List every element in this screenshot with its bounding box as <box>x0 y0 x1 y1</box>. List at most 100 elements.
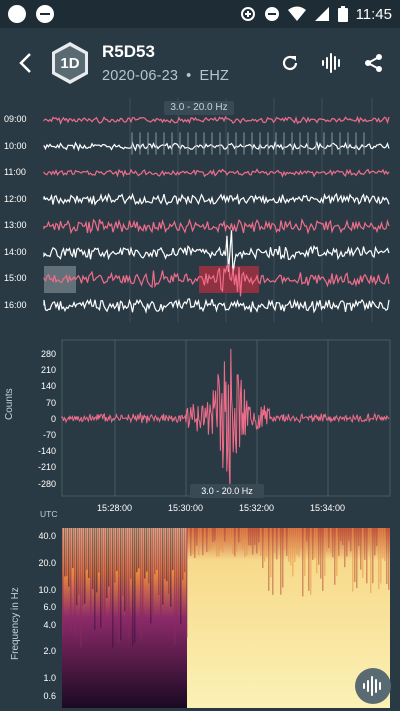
spectrogram-column <box>208 528 210 552</box>
helicorder-trace <box>43 218 390 235</box>
spectrogram-column <box>364 528 366 560</box>
spectrogram-column <box>156 528 158 570</box>
spectrogram-column <box>112 528 114 648</box>
spectrogram-column <box>244 528 246 558</box>
share-icon <box>365 54 382 72</box>
spectrogram-column <box>246 528 248 556</box>
spectrogram-column <box>212 528 214 543</box>
spectrogram-column <box>158 528 160 596</box>
helicorder-time-label: 12:00 <box>4 193 27 204</box>
spectrogram-column <box>368 528 370 541</box>
spectrogram-column <box>116 528 118 572</box>
helicorder-time-label: 16:00 <box>4 299 27 310</box>
frequency-tick-label: 2.0 <box>43 646 56 656</box>
spectrogram-column <box>74 528 76 636</box>
spectrogram-column <box>230 528 232 545</box>
spectrogram-column <box>120 528 122 641</box>
waveform-fab[interactable] <box>355 668 391 704</box>
spectrogram-column <box>270 528 272 578</box>
wifi-icon <box>287 6 306 21</box>
spectrogram-column <box>88 528 90 578</box>
waveform-icon <box>363 676 381 696</box>
app-bar: 1D R5D53 2020-06-23 • EHZ <box>0 28 400 98</box>
spectrogram-column <box>166 528 168 582</box>
share-button[interactable] <box>362 51 386 75</box>
waveform-icon <box>322 53 340 73</box>
frequency-tick-label: 1.0 <box>43 673 56 683</box>
spectrogram-column <box>152 528 154 629</box>
counts-tick-label: -280 <box>37 478 56 489</box>
date-label: 2020-06-23 <box>102 68 179 84</box>
helicorder-trace <box>43 263 390 297</box>
helicorder-time-label: 11:00 <box>4 167 26 177</box>
counts-tick-label: 70 <box>45 397 56 408</box>
spectrogram-column <box>76 528 78 606</box>
waveform-button[interactable] <box>320 51 344 75</box>
spectrogram-column <box>280 528 282 595</box>
spectrogram-column <box>316 528 318 574</box>
helicorder-trace <box>43 141 390 152</box>
spectrogram-column <box>172 528 174 571</box>
spectrogram-column <box>304 528 306 576</box>
helicorder-trace <box>43 192 390 206</box>
spectrogram-column <box>278 528 280 546</box>
spectrogram-column <box>286 528 288 556</box>
back-icon <box>19 53 31 73</box>
spectrogram-column <box>284 528 286 550</box>
spectrogram-column <box>214 528 216 541</box>
spectrogram-column <box>128 528 130 638</box>
spectrogram-column <box>178 528 180 612</box>
back-button[interactable] <box>0 28 50 98</box>
spectrogram-column <box>378 528 380 590</box>
spectrogram-panel[interactable] <box>0 518 400 711</box>
spectrogram-column <box>204 528 206 545</box>
spectrogram-column <box>68 528 70 587</box>
refresh-button[interactable] <box>278 51 302 75</box>
spectrogram-column <box>64 528 66 577</box>
spectrogram-column <box>184 528 186 573</box>
spectrogram-column <box>268 528 270 591</box>
frequency-tick-label: 0.6 <box>43 691 56 701</box>
spectrogram-column <box>122 528 124 596</box>
spectrogram-column <box>292 528 294 577</box>
waveform-filter-badge: 3.0 - 20.0 Hz <box>190 484 264 498</box>
spectrogram-column <box>180 528 182 624</box>
spectrogram-column <box>266 528 268 557</box>
spectrogram-column <box>384 528 386 562</box>
frequency-tick-label: 40.0 <box>38 531 56 541</box>
spectrogram-column <box>194 528 196 558</box>
station-badge: 1D <box>52 42 88 84</box>
spectrogram-column <box>326 528 328 552</box>
spectrogram-column <box>262 528 264 569</box>
spectrogram-column <box>182 528 184 580</box>
helicorder-trace <box>43 298 390 314</box>
spectrogram-column <box>306 528 308 542</box>
spectrogram-column <box>320 528 322 579</box>
helicorder-plot <box>43 98 390 322</box>
spectrogram-column <box>170 528 172 607</box>
spectrogram-column <box>376 528 378 546</box>
helicorder-trace <box>43 230 390 274</box>
spectrogram-column <box>82 528 84 606</box>
helicorder-panel[interactable]: 3.0 - 20.0 Hz 09:00 10:00 11:00 12:00 13:00 1… <box>0 98 400 322</box>
counts-tick-label: -140 <box>37 446 56 457</box>
spectrogram-column <box>66 528 68 576</box>
spectrogram-column <box>358 528 360 546</box>
spectrogram-column <box>258 528 260 543</box>
spectrogram-column <box>250 528 252 546</box>
spectrogram-column <box>324 528 326 576</box>
spectrogram-column <box>132 528 134 647</box>
spectrogram-column <box>72 528 74 569</box>
minus-circle-icon <box>36 5 54 23</box>
spectrogram-column <box>100 528 102 628</box>
data-saver-icon <box>240 7 255 21</box>
badge-label: 1D <box>60 55 79 72</box>
spectrogram-column <box>298 528 300 557</box>
spectrogram-column <box>206 528 208 552</box>
panel-divider <box>0 322 400 336</box>
counts-tick-label: -70 <box>42 430 56 440</box>
spectrogram-column <box>164 528 166 580</box>
spectrogram-column <box>150 528 152 624</box>
counts-tick-label: 210 <box>40 365 56 376</box>
spectrogram-column <box>108 528 110 587</box>
